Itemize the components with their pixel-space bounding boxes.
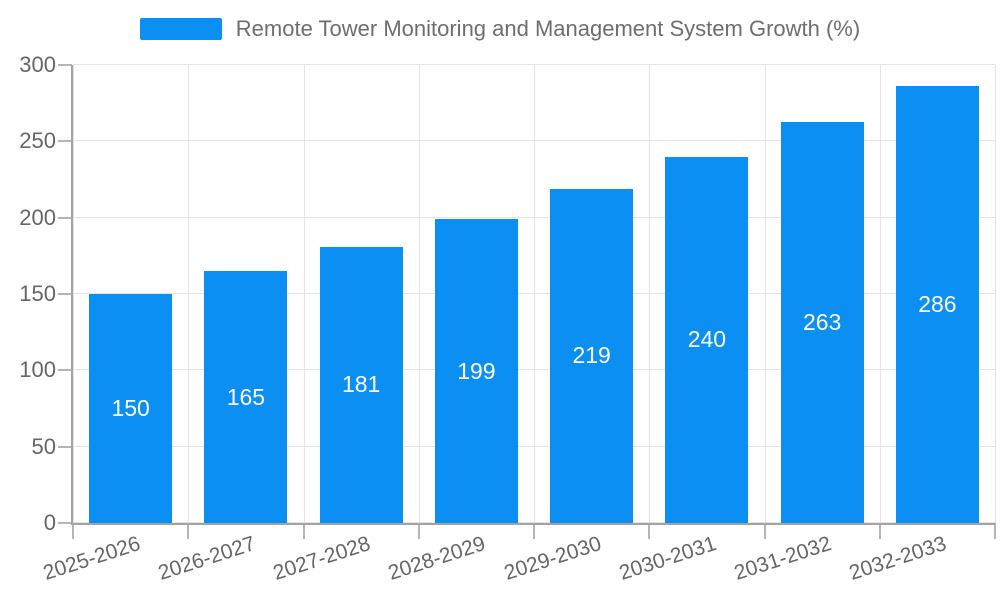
x-tick-mark [994, 523, 996, 539]
v-gridline [188, 65, 190, 523]
legend-item[interactable]: Remote Tower Monitoring and Management S… [0, 14, 1000, 44]
v-gridline [879, 65, 881, 523]
x-tick-mark [878, 523, 881, 539]
bar[interactable]: 240 [665, 156, 749, 523]
y-tick-label: 0 [43, 510, 56, 535]
y-tick-mark [58, 140, 72, 143]
y-tick-label: 100 [19, 357, 56, 383]
legend-label: Remote Tower Monitoring and Management S… [235, 16, 861, 41]
v-gridline [534, 65, 535, 523]
v-gridline [73, 65, 74, 523]
h-gridline [73, 64, 995, 65]
v-gridline [764, 65, 766, 523]
bar-value-label: 165 [226, 383, 266, 410]
y-tick-mark [58, 445, 72, 448]
bar-value-label: 286 [918, 291, 957, 318]
y-tick-mark [58, 64, 72, 66]
bar[interactable]: 181 [319, 246, 403, 523]
bar-value-label: 240 [687, 326, 727, 353]
bar[interactable]: 263 [780, 121, 864, 523]
bar-value-label: 181 [341, 371, 381, 398]
y-tick-mark [58, 293, 72, 295]
y-tick-label: 300 [19, 52, 56, 77]
y-tick-mark [58, 369, 72, 372]
bar[interactable]: 286 [895, 86, 979, 523]
v-gridline [649, 65, 651, 523]
plot-area: 150 165 181 199 219 240 263 286 [73, 64, 996, 523]
y-tick-label: 50 [31, 433, 56, 459]
x-axis-line [71, 523, 995, 525]
bar[interactable]: 219 [550, 188, 634, 523]
x-tick-mark [533, 523, 535, 539]
x-tick-mark [302, 523, 305, 539]
bar[interactable]: 165 [204, 271, 288, 523]
y-tick-mark [58, 216, 72, 219]
bar-value-label: 263 [802, 308, 842, 335]
x-tick-mark [763, 523, 766, 539]
v-gridline [303, 65, 305, 523]
v-gridline [995, 65, 996, 523]
bar[interactable]: 199 [434, 219, 518, 523]
y-tick-label: 250 [19, 128, 56, 154]
y-tick-mark [58, 522, 72, 524]
y-tick-label: 200 [19, 204, 56, 230]
bar[interactable]: 150 [89, 294, 173, 523]
x-tick-mark [417, 523, 420, 539]
x-tick-mark [72, 523, 74, 539]
v-gridline [418, 65, 420, 523]
y-tick-label: 150 [19, 281, 56, 306]
legend-swatch [139, 18, 222, 40]
bar-value-label: 199 [457, 357, 496, 384]
bar-value-label: 150 [111, 395, 150, 421]
y-axis-line [71, 65, 73, 525]
x-tick-mark [648, 523, 651, 539]
x-tick-mark [187, 523, 190, 539]
bar-value-label: 219 [572, 342, 611, 369]
